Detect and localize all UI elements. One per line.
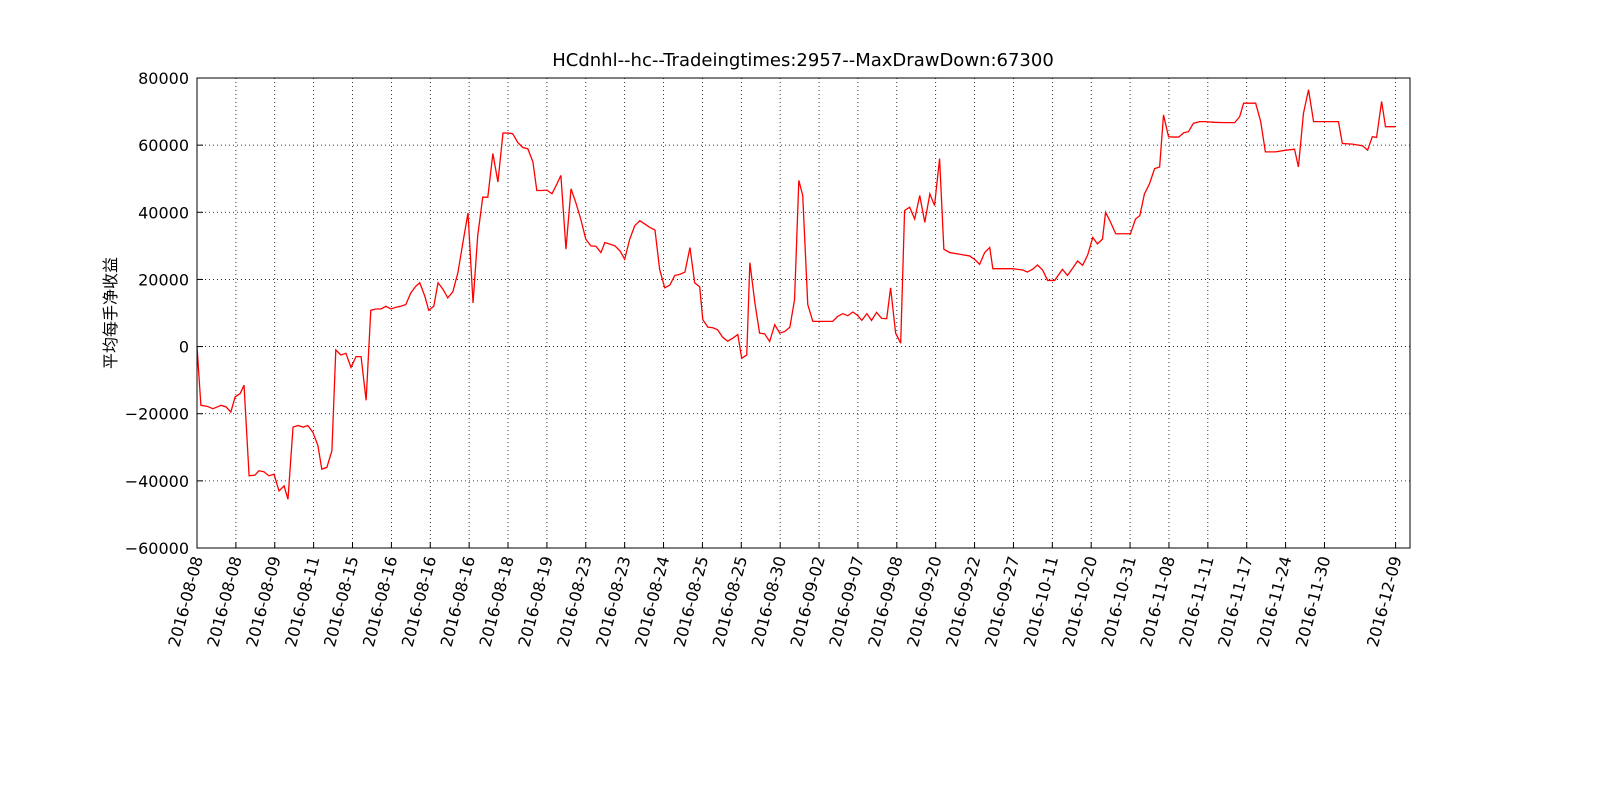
y-tick-label: 0: [179, 338, 189, 357]
plot-frame: [196, 77, 1411, 549]
chart-title: HCdnhl--hc--Tradeingtimes:2957--MaxDrawD…: [552, 50, 1054, 71]
y-tick-label: −60000: [125, 539, 189, 558]
y-tick-label: 40000: [138, 203, 189, 222]
y-tick-label: 20000: [138, 270, 189, 289]
y-tick-label: 60000: [138, 136, 189, 155]
y-axis-label: 平均每手净收益: [101, 257, 120, 369]
y-tick-label: −40000: [125, 472, 189, 491]
y-tick-label: 80000: [138, 69, 189, 88]
y-tick-label: −20000: [125, 405, 189, 424]
data-line: [196, 89, 1396, 500]
